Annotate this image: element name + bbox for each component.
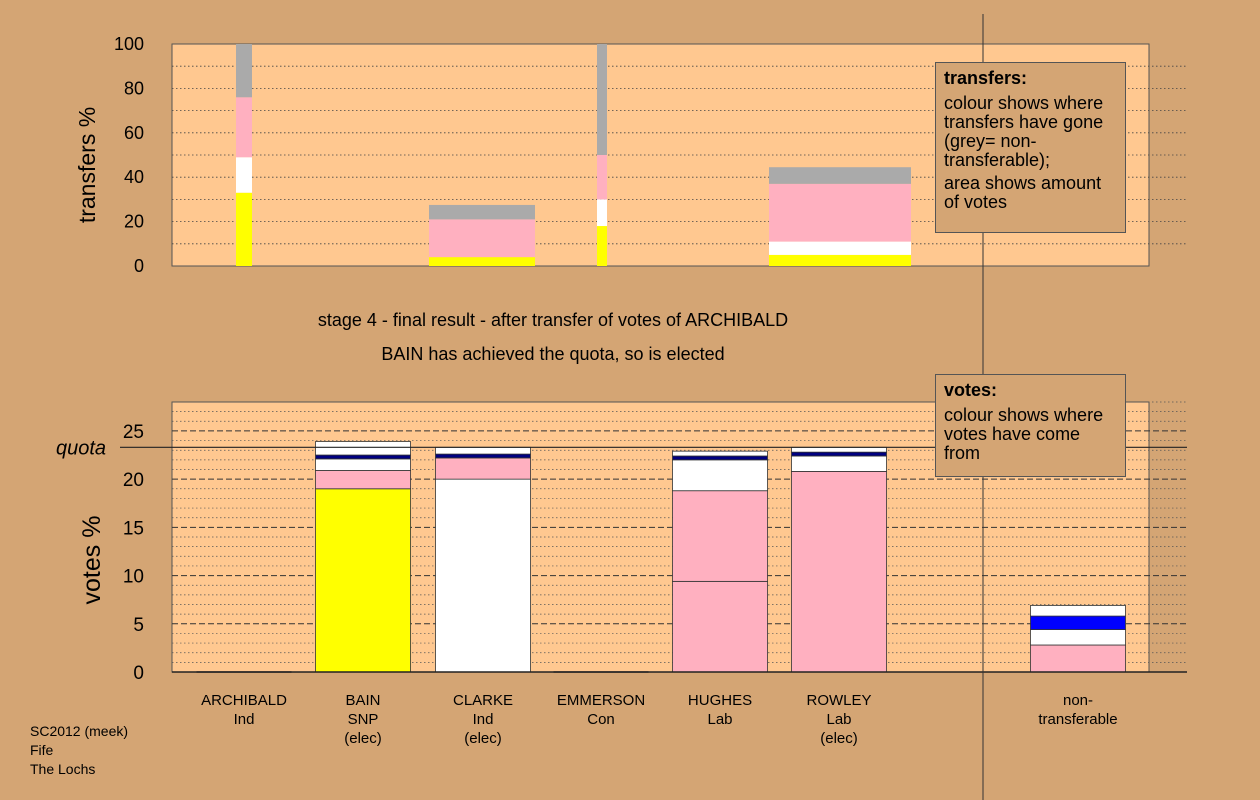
vote-bar-segment xyxy=(1030,605,1126,617)
transfer-bar-segment xyxy=(429,219,535,258)
transfer-bar-segment xyxy=(597,199,607,227)
transfers-y-tick-label: 20 xyxy=(124,212,144,232)
votes-y-ticks: 0 5 10 15 20 25 xyxy=(123,422,144,684)
votes-y-tick-label: 25 xyxy=(123,422,144,443)
vote-bar-segment xyxy=(672,580,768,673)
transfer-bar-segment xyxy=(429,257,535,266)
candidate-name-label: EMMERSON xyxy=(557,692,645,709)
votes-chart: 0 5 10 15 20 25 quota votes % ARCHIBALD Ind BAI… xyxy=(56,401,1187,747)
votes-y-axis-label: votes % xyxy=(78,516,106,605)
vote-bar-segment xyxy=(791,471,887,673)
candidate-party-label: Lab xyxy=(826,711,851,728)
stage-title: stage 4 - final result - after transfer … xyxy=(318,310,788,330)
transfers-box-line1: colour shows where transfers have gone (… xyxy=(944,93,1104,170)
candidate-party-label: Con xyxy=(587,711,615,728)
votes-info-box: votes: colour shows where votes have com… xyxy=(935,374,1126,477)
transfer-bar-segment xyxy=(236,157,252,193)
votes-box-heading: votes: xyxy=(944,380,998,400)
footer: SC2012 (meek) Fife The Lochs xyxy=(30,722,128,779)
candidate-name-label: HUGHES xyxy=(688,692,752,709)
transfer-bar-segment xyxy=(769,254,911,266)
vote-bar-segment xyxy=(315,470,411,490)
vote-bar-segment xyxy=(315,441,411,456)
quota-label: quota xyxy=(56,437,106,459)
transfer-bar-segment xyxy=(429,204,535,220)
transfers-y-axis-label: transfers % xyxy=(74,107,100,223)
transfer-bar-segment xyxy=(236,192,252,266)
transfer-bar-segment xyxy=(597,44,607,155)
vote-bar-segment xyxy=(672,455,768,461)
stage-subtitle: BAIN has achieved the quota, so is elect… xyxy=(381,344,724,364)
transfers-info-box: transfers: colour shows where transfers … xyxy=(935,62,1126,233)
transfer-bar-segment xyxy=(236,44,252,98)
footer-line1: SC2012 (meek) xyxy=(30,723,129,739)
transfers-y-tick-label: 60 xyxy=(124,123,144,143)
transfers-box-line2: area shows amount of votes xyxy=(944,173,1102,212)
candidate-party-label: Ind xyxy=(473,711,494,728)
footer-line3: The Lochs xyxy=(30,761,96,777)
vote-bar-segment xyxy=(672,459,768,492)
transfer-bar-segment xyxy=(769,183,911,242)
vote-bar-segment xyxy=(315,458,411,471)
vote-bar-segment xyxy=(791,446,887,453)
vote-bar-segment xyxy=(435,446,531,455)
transfer-bar-segment xyxy=(597,155,607,200)
vote-bar-segment xyxy=(791,455,887,472)
transfers-y-tick-label: 80 xyxy=(124,78,144,98)
votes-y-tick-label: 20 xyxy=(123,470,144,491)
candidate-name-label: non- xyxy=(1063,692,1093,709)
transfer-bar-segment xyxy=(769,241,911,255)
votes-box-line1: colour shows where votes have come from xyxy=(944,405,1104,463)
transfers-y-tick-label: 40 xyxy=(124,167,144,187)
candidate-labels: ARCHIBALD Ind BAIN SNP (elec) CLARKE Ind (elec)… xyxy=(201,692,1118,747)
vote-bar-segment xyxy=(315,454,411,460)
votes-y-tick-label: 0 xyxy=(133,663,144,684)
footer-line2: Fife xyxy=(30,742,54,758)
candidate-name-label: ARCHIBALD xyxy=(201,692,287,709)
candidate-status-label: (elec) xyxy=(344,730,382,747)
candidate-name-label: ROWLEY xyxy=(806,692,871,709)
candidate-status-label: (elec) xyxy=(464,730,502,747)
votes-bars xyxy=(196,441,1126,673)
vote-bar-segment xyxy=(435,478,531,673)
transfers-y-tick-label: 0 xyxy=(134,256,144,276)
transfers-gridlines xyxy=(172,65,1187,245)
candidate-name-label: BAIN xyxy=(345,692,380,709)
vote-bar-segment xyxy=(315,488,411,673)
transfers-bars xyxy=(236,44,911,266)
vote-bar-segment xyxy=(672,450,768,457)
candidate-party-label: Lab xyxy=(707,711,732,728)
vote-bar-segment xyxy=(791,451,887,457)
vote-bar-segment xyxy=(1030,615,1126,630)
vote-bar-segment xyxy=(1030,644,1126,673)
candidate-party-label: transferable xyxy=(1038,711,1117,728)
transfer-bar-segment xyxy=(769,167,911,184)
candidate-name-label: CLARKE xyxy=(453,692,513,709)
transfers-y-ticks: 0 20 40 60 80 100 xyxy=(114,34,144,276)
vote-bar-segment xyxy=(435,457,531,480)
votes-y-tick-label: 5 xyxy=(133,615,144,636)
vote-bar-segment xyxy=(435,453,531,459)
transfer-bar-segment xyxy=(236,97,252,158)
votes-y-tick-label: 10 xyxy=(123,567,144,588)
transfer-bar-segment xyxy=(597,226,607,266)
candidate-status-label: (elec) xyxy=(820,730,858,747)
transfers-box-heading: transfers: xyxy=(944,68,1028,88)
vote-bar-segment xyxy=(1030,629,1126,646)
votes-y-tick-label: 15 xyxy=(123,518,144,539)
candidate-party-label: Ind xyxy=(234,711,255,728)
vote-bar-segment xyxy=(672,490,768,582)
candidate-party-label: SNP xyxy=(348,711,379,728)
transfers-y-tick-label: 100 xyxy=(114,34,144,54)
